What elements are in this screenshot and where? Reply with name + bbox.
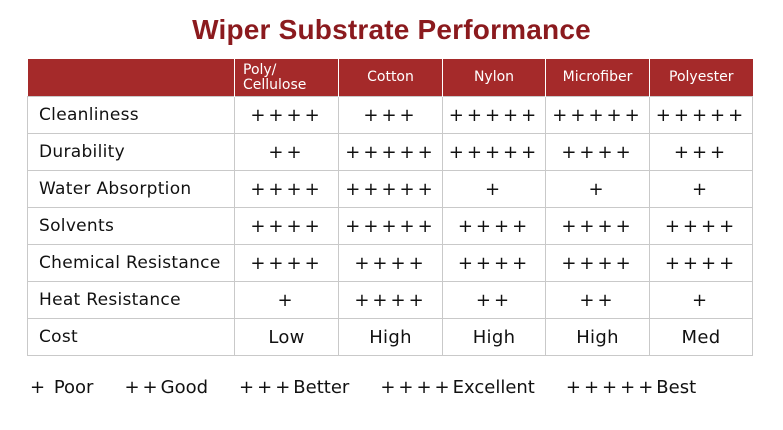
- rating-cell: +++++: [338, 170, 443, 208]
- row-label: Chemical Resistance: [27, 244, 235, 282]
- table-row: Chemical Resistance ++++ ++++ ++++ ++++ ++++: [27, 244, 753, 282]
- rating-cell: Low: [234, 318, 339, 356]
- table-row: Water Absorption ++++ +++++ + + +: [27, 170, 753, 208]
- rating-cell: ++++: [442, 207, 546, 245]
- rating-cell: +: [442, 170, 546, 208]
- legend-label: Good: [160, 377, 209, 398]
- rating-cell: +++: [649, 133, 753, 171]
- rating-cell: High: [545, 318, 650, 356]
- rating-cell: +++++: [545, 96, 650, 134]
- legend-symbol: ++++: [380, 377, 453, 398]
- legend-label: Better: [293, 377, 350, 398]
- page-title: Wiper Substrate Performance: [192, 14, 591, 45]
- rating-cell: +++++: [338, 133, 443, 171]
- legend-item: ++Good: [124, 377, 208, 398]
- rating-cell: +++++: [649, 96, 753, 134]
- rating-cell: ++++: [442, 244, 546, 282]
- legend-label: Excellent: [452, 377, 535, 398]
- rating-cell: ++: [234, 133, 339, 171]
- column-header-cotton: Cotton: [338, 59, 443, 97]
- column-header-polyester: Polyester: [649, 59, 753, 97]
- legend-label: Poor: [48, 377, 94, 398]
- table-row: Solvents ++++ +++++ ++++ ++++ ++++: [27, 207, 753, 245]
- row-label: Cleanliness: [27, 96, 235, 134]
- row-label: Solvents: [27, 207, 235, 245]
- row-label: Heat Resistance: [27, 281, 235, 319]
- rating-cell: ++: [545, 281, 650, 319]
- performance-table: Poly/ Cellulose Cotton Nylon Microfiber …: [27, 59, 753, 356]
- legend-item: +++++Best: [566, 377, 696, 398]
- rating-cell: ++++: [545, 244, 650, 282]
- header-corner: [27, 59, 235, 97]
- rating-cell: +++: [338, 96, 443, 134]
- legend-symbol: ++: [124, 377, 161, 398]
- rating-cell: ++++: [234, 207, 339, 245]
- legend-symbol: +: [30, 377, 49, 398]
- rating-cell: ++++: [545, 207, 650, 245]
- legend-item: + Poor: [30, 377, 93, 398]
- rating-cell: Med: [649, 318, 753, 356]
- rating-cell: ++++: [234, 170, 339, 208]
- rating-cell: +: [545, 170, 650, 208]
- column-header-poly-cellulose: Poly/ Cellulose: [234, 59, 339, 97]
- rating-cell: ++++: [649, 244, 753, 282]
- table-body: Cleanliness ++++ +++ +++++ +++++ +++++ Durabil…: [27, 96, 753, 356]
- table-row: Cleanliness ++++ +++ +++++ +++++ +++++: [27, 96, 753, 134]
- rating-cell: +: [234, 281, 339, 319]
- rating-cell: ++++: [545, 133, 650, 171]
- rating-cell: ++++: [338, 281, 443, 319]
- column-header-nylon: Nylon: [442, 59, 546, 97]
- rating-cell: +: [649, 281, 753, 319]
- row-label: Water Absorption: [27, 170, 235, 208]
- rating-cell: High: [338, 318, 443, 356]
- table-row: Heat Resistance + ++++ ++ ++ +: [27, 281, 753, 319]
- row-label: Cost: [27, 318, 235, 356]
- legend-symbol: +++++: [565, 377, 657, 398]
- rating-cell: High: [442, 318, 546, 356]
- table-row: Cost Low High High High Med: [27, 318, 753, 356]
- rating-cell: +++++: [442, 96, 546, 134]
- rating-cell: ++++: [234, 244, 339, 282]
- rating-cell: ++++: [649, 207, 753, 245]
- legend-item: +++Better: [239, 377, 349, 398]
- rating-cell: ++++: [338, 244, 443, 282]
- rating-cell: +++++: [442, 133, 546, 171]
- legend-symbol: +++: [239, 377, 294, 398]
- rating-cell: ++: [442, 281, 546, 319]
- row-label: Durability: [27, 133, 235, 171]
- rating-legend: + Poor ++Good +++Better ++++Excellent +++++B…: [30, 377, 727, 398]
- legend-label: Best: [656, 377, 697, 398]
- legend-item: ++++Excellent: [380, 377, 535, 398]
- rating-cell: +: [649, 170, 753, 208]
- table-row: Durability ++ +++++ +++++ ++++ +++: [27, 133, 753, 171]
- rating-cell: +++++: [338, 207, 443, 245]
- table-header-row: Poly/ Cellulose Cotton Nylon Microfiber …: [27, 59, 753, 97]
- column-header-microfiber: Microfiber: [545, 59, 650, 97]
- rating-cell: ++++: [234, 96, 339, 134]
